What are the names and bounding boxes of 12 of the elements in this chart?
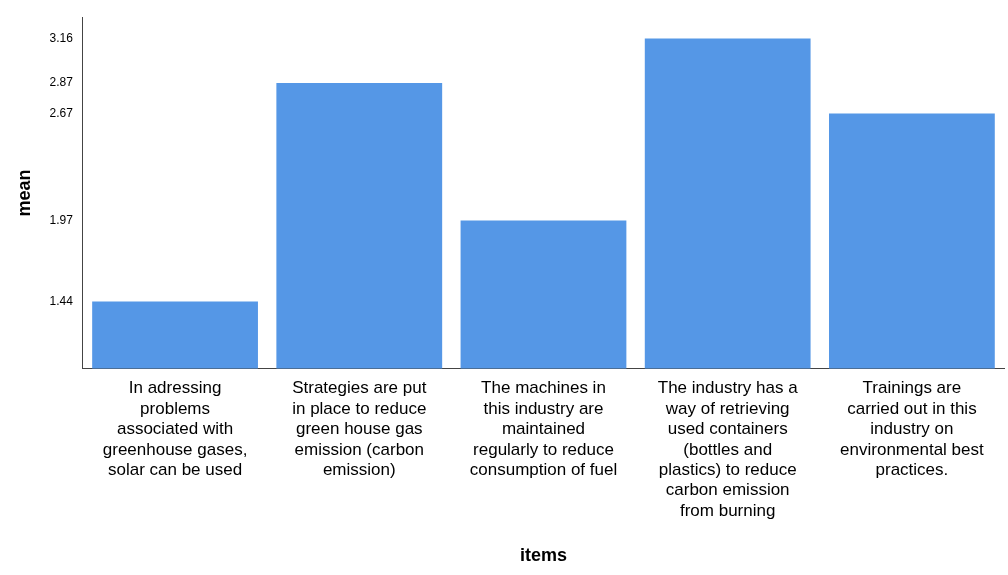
x-axis-title: items: [519, 545, 567, 566]
y-axis-title: mean: [13, 169, 34, 217]
x-tick-label: In adressing problems associated with greenhouse gases, solar can be used: [102, 378, 248, 480]
y-tick-label: 1.44: [49, 293, 74, 308]
y-tick-label: 1.97: [49, 212, 74, 227]
y-tick-label: 2.87: [49, 75, 74, 90]
x-tick-label: Trainings are carried out in this industry on environmental best practices.: [840, 378, 984, 480]
x-tick-label: The machines in this industry are maintained regularly to reduce consumption of fuel: [469, 378, 618, 480]
y-tick-label: 3.16: [49, 30, 74, 45]
y-tick-label: 2.67: [49, 105, 74, 120]
x-tick-label: Strategies are put in place to reduce green house gas emission (carbon emission): [292, 378, 427, 480]
x-tick-label: The industry has a way of retrieving used containers (bottles and plastics) to reduce carbon emission from burning: [657, 378, 799, 520]
